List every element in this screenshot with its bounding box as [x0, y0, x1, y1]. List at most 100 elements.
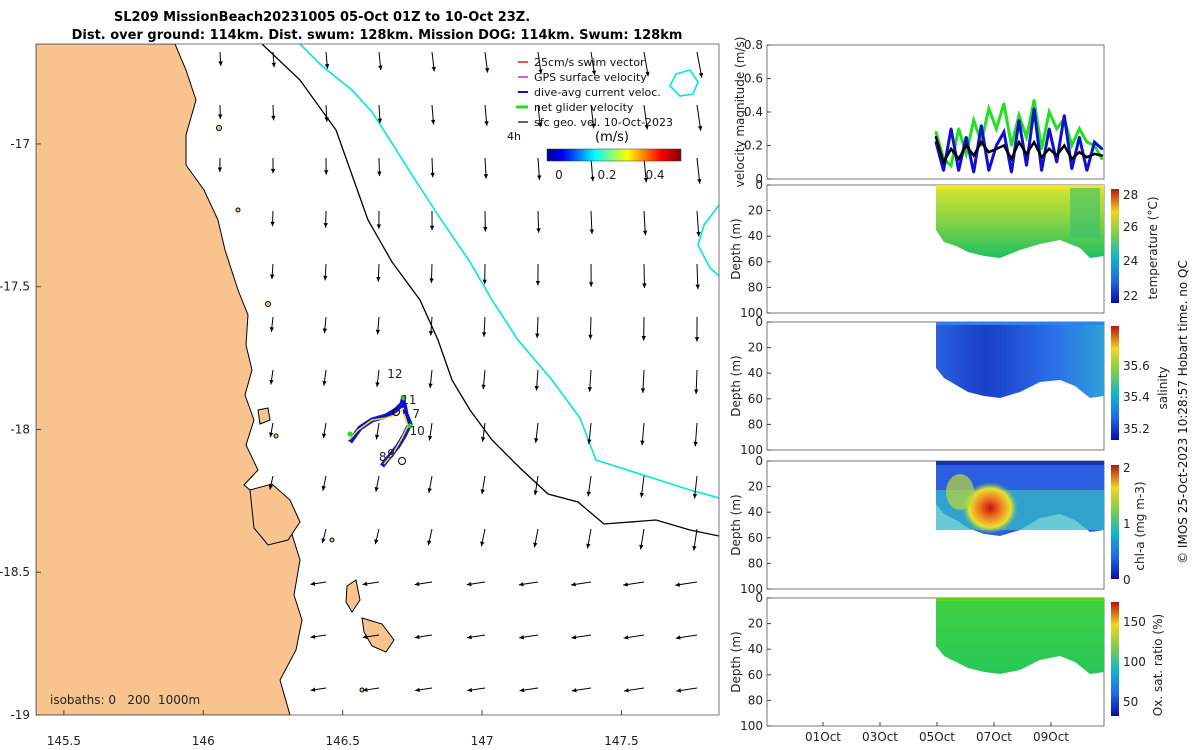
velocity-point [1093, 152, 1096, 156]
temp-cbar-tick-22: 22 [1123, 289, 1138, 303]
velocity-point [1063, 144, 1066, 147]
sfc-geo-arrowhead [697, 178, 702, 184]
islet-4 [273, 433, 279, 439]
velocity-point [1040, 169, 1043, 172]
time-tick-label: 07Oct [976, 730, 1012, 744]
sfc-geo-arrowhead [321, 538, 326, 544]
temperature-cbar-label: temperature (°C) [1146, 197, 1160, 300]
sfc-geo-arrowhead [590, 176, 595, 182]
velocity-ytick-label: 0.2 [744, 139, 763, 153]
depth-tick-label: 40 [748, 505, 763, 519]
isobaths-note: isobaths: 0 200 1000m [50, 693, 200, 707]
sfc-geo-arrowhead [414, 634, 420, 640]
sfc-geo-arrowhead [675, 582, 681, 587]
chl-cbar-tick-1: 1 [1123, 517, 1131, 531]
sfc-geo-arrowhead [644, 124, 649, 130]
islet-5 [329, 537, 335, 543]
velocity-point [1032, 140, 1036, 144]
time-tick-label: 05Oct [919, 730, 955, 744]
sfc-geo-arrowhead [269, 327, 275, 332]
velocity-ytick-label: 0.6 [744, 72, 763, 86]
sfc-geo-arrowhead [310, 581, 316, 586]
depth-tick-label: 60 [748, 255, 763, 269]
depth-tick-label: 40 [748, 229, 763, 243]
sfc-geo-arrowhead [271, 115, 276, 121]
oxygen-cbar-label: Ox. sat. ratio (%) [1151, 614, 1165, 716]
sfc-geo-arrowhead [310, 687, 316, 692]
sfc-geo-arrowhead [586, 543, 591, 549]
sfc-geo-arrowhead [693, 441, 698, 447]
sfc-geo-arrowhead [692, 493, 698, 499]
velocity-ytick-label: 0.4 [744, 105, 763, 119]
track-waypoint-circle [392, 408, 400, 416]
depth-tick-label: 0 [755, 591, 763, 605]
velocity-point [980, 124, 983, 127]
velocity-point [1070, 144, 1074, 147]
velocity-point [957, 157, 960, 161]
sfc-geo-arrowhead [642, 230, 648, 236]
velocity-point [972, 154, 975, 157]
sfc-geo-arrowhead [362, 581, 368, 586]
glider-track [347, 395, 413, 468]
velocity-point [987, 107, 991, 110]
sfc-geo-arrowhead [269, 432, 274, 438]
salinity-ylabel: Depth (m) [729, 355, 743, 416]
sfc-geo-arrowhead [270, 221, 275, 227]
islet-2 [235, 207, 241, 213]
map-x-axis: 145.5 146 146.5 147 147.5 [47, 710, 639, 748]
sfc-geo-arrowhead [591, 70, 597, 76]
coastline-land [36, 44, 303, 715]
oxygen-section [936, 598, 1104, 674]
legend-swim-vector: 25cm/s swim vector [534, 56, 645, 69]
depth-tick-label: 60 [748, 392, 763, 406]
sfc-geo-arrowhead [588, 282, 594, 287]
velocity-point [942, 169, 945, 172]
legend-net-velocity: net glider velocity [534, 101, 634, 114]
map-xtick-label: 147.5 [604, 734, 638, 748]
velocity-point [1032, 107, 1036, 110]
depth-tick-label: 80 [748, 556, 763, 570]
velocity-ytick-label: 0.8 [744, 38, 763, 52]
track-day-label: 8 [379, 450, 387, 464]
sfc-geo-arrowhead [697, 125, 703, 131]
isobath-200m [261, 44, 719, 537]
velocity-point [1100, 157, 1104, 161]
ox-cbar-tick-50: 50 [1123, 695, 1138, 709]
sfc-geo-arrowhead [519, 687, 525, 693]
sfc-geo-arrowhead [537, 175, 542, 180]
sfc-geo-arrowhead [643, 177, 649, 183]
sfc-geo-arrowhead [324, 64, 330, 69]
salinity-panel: 35.6 35.4 35.2 salinity Depth (m) 0 20 40 6… [729, 315, 1170, 457]
velocity-point [949, 164, 953, 167]
map-xtick-label: 146.5 [325, 734, 359, 748]
velocity-point [1055, 127, 1058, 130]
sfc-geo-arrowhead [588, 334, 593, 340]
chlorophyll-y-axis: 0 20 40 60 80 100 [740, 454, 771, 596]
depth-tick-label: 0 [755, 454, 763, 468]
salinity-cbar-label: salinity [1156, 366, 1170, 409]
sal-cbar-tick-352: 35.2 [1123, 422, 1150, 436]
depth-tick-label: 20 [748, 204, 763, 218]
sfc-geo-arrowhead [378, 65, 383, 71]
sfc-geo-arrowhead [323, 223, 328, 228]
velocity-point [1070, 167, 1074, 171]
temperature-ylabel: Depth (m) [729, 218, 743, 279]
map-ytick-label: -19 [10, 708, 30, 722]
velocity-point [1040, 147, 1043, 151]
sfc-geo-arrowhead [428, 330, 434, 336]
track-marker-2 [401, 395, 407, 401]
sfc-geo-arrowhead [268, 484, 273, 490]
velocity-point [1100, 147, 1104, 151]
sfc-geo-arrowhead [429, 278, 434, 283]
salinity-y-axis: 0 20 40 60 80 100 [740, 315, 771, 457]
legend-sfc-geo: sfc geo. vel. 10-Oct-2023 [534, 116, 673, 129]
sfc-geo-arrowhead [587, 387, 593, 392]
chlorophyll-panel: 2 1 0 chl-a (mg m-3) Depth (m) 0 20 40 60 80… [729, 454, 1147, 596]
sfc-geo-arrowhead [641, 335, 646, 341]
sfc-geo-arrowhead [324, 117, 329, 122]
sfc-geo-arrowhead [321, 433, 327, 439]
velocity-point [934, 135, 938, 139]
sfc-geo-arrowhead [431, 66, 436, 72]
depth-tick-label: 100 [740, 306, 763, 320]
sfc-geo-arrowhead [533, 490, 538, 496]
